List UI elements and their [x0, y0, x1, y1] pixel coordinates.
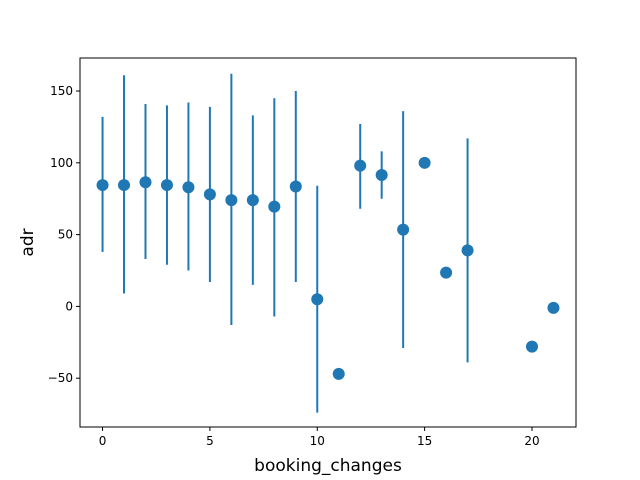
data-point [246, 194, 259, 207]
data-point [547, 301, 560, 314]
x-tick-label: 10 [310, 434, 325, 448]
x-tick-label: 0 [99, 434, 107, 448]
data-point [225, 194, 238, 207]
axes-frame [79, 57, 577, 428]
data-point [397, 223, 410, 236]
data-point [525, 340, 538, 353]
y-tick-label: 150 [50, 84, 73, 98]
y-tick-label: 0 [65, 299, 73, 313]
plot-area [96, 73, 560, 413]
x-tick-label: 20 [524, 434, 539, 448]
data-point [182, 181, 195, 194]
y-tick-label: −50 [48, 371, 73, 385]
data-point [268, 200, 281, 213]
data-point [96, 179, 109, 192]
data-point [461, 244, 474, 257]
x-tick-label: 15 [417, 434, 432, 448]
data-point [118, 179, 131, 192]
data-point [289, 180, 302, 193]
data-point [160, 179, 173, 192]
y-tick-label: 100 [50, 156, 73, 170]
data-point [139, 176, 152, 189]
x-axis-label: booking_changes [254, 456, 402, 476]
data-point [440, 266, 453, 279]
data-point [354, 159, 367, 172]
data-point [311, 293, 324, 306]
data-point [418, 156, 431, 169]
y-axis-label: adr [18, 228, 38, 256]
data-point [203, 188, 216, 201]
data-point [332, 367, 345, 380]
y-axis-ticks: −50 0 50 100 150 [48, 84, 80, 385]
x-tick-label: 5 [206, 434, 214, 448]
y-tick-label: 50 [58, 228, 73, 242]
data-point [375, 169, 388, 182]
x-axis-ticks: 0 5 10 15 20 [99, 427, 540, 448]
